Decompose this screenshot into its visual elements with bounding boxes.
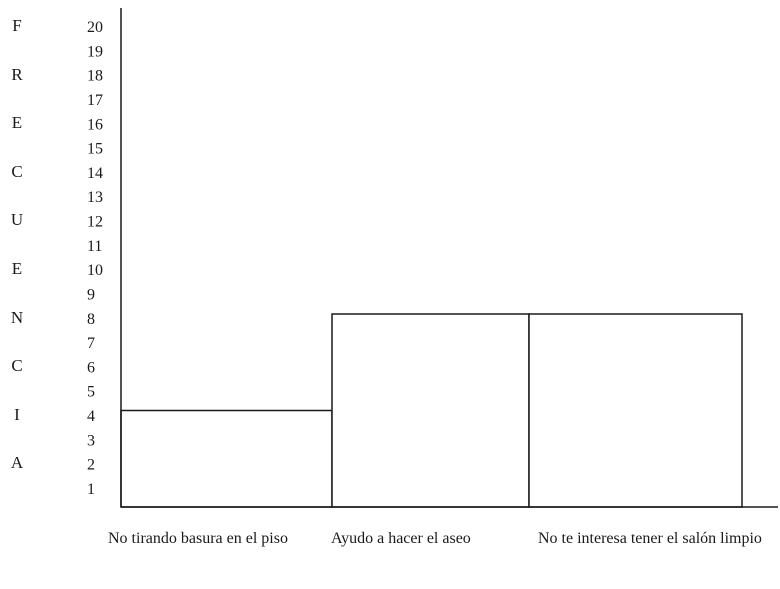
- y-tick-label: 10: [87, 262, 103, 279]
- y-tick-label: 1: [87, 481, 95, 498]
- y-label-letter: C: [11, 161, 23, 181]
- y-tick-label: 14: [87, 165, 103, 182]
- y-tick-label: 7: [87, 335, 95, 352]
- y-tick-label: 20: [87, 19, 103, 36]
- y-tick-label: 16: [87, 116, 103, 133]
- x-category-label: Ayudo a hacer el aseo: [331, 530, 471, 547]
- y-label-letter: I: [14, 404, 20, 424]
- y-tick-label: 17: [87, 92, 103, 109]
- y-tick-label: 2: [87, 457, 95, 474]
- y-tick-label: 18: [87, 68, 103, 85]
- y-tick-label: 11: [87, 238, 102, 255]
- y-label-letter: E: [11, 113, 23, 133]
- bar: [331, 313, 530, 508]
- y-tick-label: 13: [87, 189, 103, 206]
- y-label-letter: C: [11, 356, 23, 376]
- y-tick-label: 9: [87, 286, 95, 303]
- x-category-label: No tirando basura en el piso: [108, 530, 288, 547]
- y-label-letter: N: [10, 307, 24, 327]
- y-tick-label: 12: [87, 214, 103, 231]
- y-tick-label: 6: [87, 359, 95, 376]
- bar: [528, 313, 743, 508]
- y-label-letter: U: [10, 210, 24, 230]
- y-label-letter: F: [12, 16, 22, 35]
- y-tick-label: 15: [87, 141, 103, 158]
- y-tick-label: 19: [87, 43, 103, 60]
- y-tick-label: 3: [87, 432, 95, 449]
- y-tick-label: 5: [87, 384, 95, 401]
- y-label-letter: E: [11, 259, 23, 278]
- y-label-letter: R: [11, 64, 23, 84]
- y-tick-label: 4: [87, 408, 95, 425]
- x-category-label: No te interesa tener el salón limpio: [538, 530, 762, 547]
- bars: [120, 313, 743, 508]
- y-tick-label: 8: [87, 311, 95, 328]
- bar: [120, 409, 333, 508]
- y-label-letter: A: [10, 453, 24, 473]
